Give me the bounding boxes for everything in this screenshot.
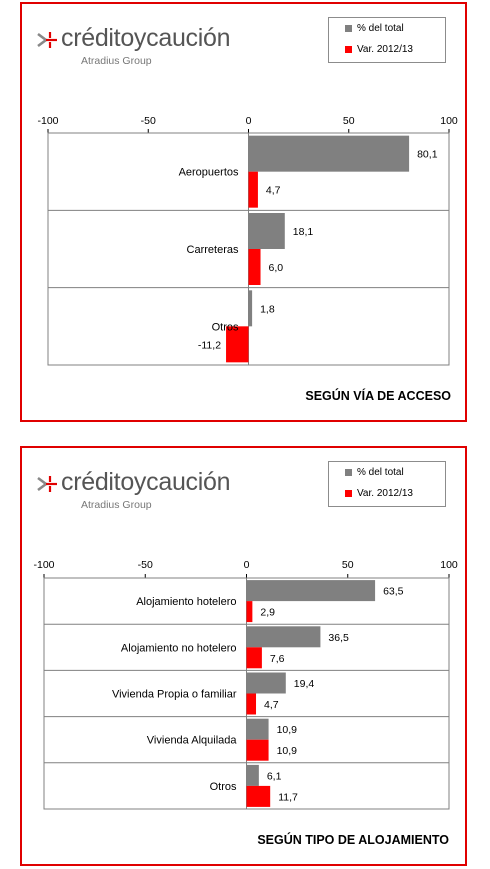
brand-name: créditoycaución <box>61 24 231 52</box>
brand-group: Atradius Group <box>81 55 152 67</box>
brand-logo: créditoycaución Atradius Group <box>35 22 275 72</box>
data-label: 19,4 <box>294 678 315 690</box>
data-label: 7,6 <box>270 653 285 665</box>
bar-access-total <box>248 290 253 327</box>
bar-access-var <box>226 326 249 363</box>
data-label: -11,2 <box>198 339 221 351</box>
brand-name: créditoycaución <box>61 468 231 496</box>
x-tick-label: 0 <box>244 559 250 571</box>
data-label: 4,7 <box>266 185 281 197</box>
brand-logo: créditoycaución Atradius Group <box>35 466 275 516</box>
category-label: Alojamiento no hotelero <box>121 642 237 654</box>
x-tick-label: -100 <box>37 115 58 127</box>
x-tick-label: -100 <box>33 559 54 571</box>
brand-mark-icon <box>37 32 57 48</box>
legend-label-var: Var. 2012/13 <box>357 488 413 499</box>
legend-label-total: % del total <box>357 467 404 478</box>
data-label: 10,9 <box>277 745 298 757</box>
legend-label-total: % del total <box>357 23 404 34</box>
bar-lodging-total <box>246 626 321 648</box>
x-tick-label: 100 <box>440 559 458 571</box>
bar-chart-access: -100 -50 0 50 100 80,1 4,7 Aeropuertos 18,1 6,0 Ca… <box>37 115 458 366</box>
chart-title-lodging: SEGÚN TIPO DE ALOJAMIENTO <box>257 833 449 847</box>
bar-lodging-total <box>246 672 286 694</box>
data-label: 4,7 <box>264 699 279 711</box>
category-label: Vivienda Propia o familiar <box>112 689 237 701</box>
brand-mark-icon <box>37 476 57 492</box>
chart-title-access: SEGÚN VÍA DE ACCESO <box>305 389 451 403</box>
data-label: 11,7 <box>278 791 298 803</box>
legend-swatch-var <box>345 490 352 497</box>
x-tick-label: -50 <box>138 559 153 571</box>
bar-lodging-total <box>246 580 376 602</box>
x-tick-label: 50 <box>343 115 355 127</box>
data-label: 2,9 <box>260 607 275 619</box>
bar-lodging-var <box>246 693 257 715</box>
data-label: 10,9 <box>277 724 298 736</box>
category-label: Alojamiento hotelero <box>136 596 236 608</box>
category-label: Carreteras <box>187 244 239 256</box>
category-label: Vivienda Alquilada <box>147 735 238 747</box>
data-label: 18,1 <box>293 226 314 238</box>
data-label: 63,5 <box>383 586 404 598</box>
legend-swatch-total <box>345 469 352 476</box>
legend-swatch-var <box>345 46 352 53</box>
bar-chart-lodging: -100 -50 0 50 100 63,5 2,9 Alojamiento hotelero… <box>33 559 458 810</box>
data-label: 36,5 <box>328 632 349 644</box>
bar-access-var <box>248 171 258 208</box>
x-tick-label: 100 <box>440 115 458 127</box>
chart-panel-lodging: créditoycaución Atradius Group % del tot… <box>20 446 467 866</box>
chart-legend: % del total Var. 2012/13 <box>328 17 446 63</box>
bar-lodging-var <box>246 739 269 761</box>
bar-lodging-var <box>246 601 253 623</box>
chart-panel-access: créditoycaución Atradius Group % del tot… <box>20 2 467 422</box>
bar-lodging-total <box>246 764 259 786</box>
bar-access-total <box>248 135 410 172</box>
category-label: Otros <box>210 781 237 793</box>
category-label: Otros <box>212 321 239 333</box>
legend-label-var: Var. 2012/13 <box>357 44 413 55</box>
category-label: Aeropuertos <box>179 167 239 179</box>
x-tick-label: 0 <box>246 115 252 127</box>
data-label: 1,8 <box>260 303 275 315</box>
chart-legend: % del total Var. 2012/13 <box>328 461 446 507</box>
x-tick-label: -50 <box>141 115 156 127</box>
data-label: 6,0 <box>269 262 284 274</box>
data-label: 6,1 <box>267 770 282 782</box>
x-tick-label: 50 <box>342 559 354 571</box>
data-label: 80,1 <box>417 149 438 161</box>
legend-swatch-total <box>345 25 352 32</box>
bar-access-var <box>248 249 261 285</box>
bar-lodging-var <box>246 647 262 669</box>
bar-access-total <box>248 213 285 249</box>
bar-lodging-total <box>246 718 269 740</box>
brand-group: Atradius Group <box>81 499 152 511</box>
bar-lodging-var <box>246 785 271 807</box>
